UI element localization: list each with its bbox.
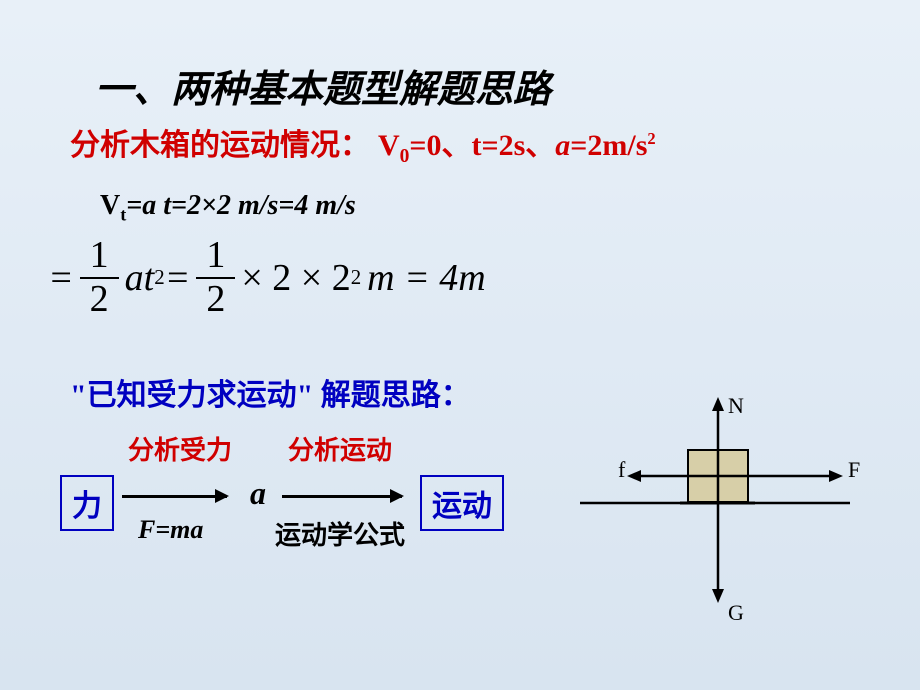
kinematics-label: 运动学公式 xyxy=(275,515,405,552)
label-f: f xyxy=(618,457,625,483)
flow-diagram: 力 分析受力 F=ma a 分析运动 运动学公式 运动 xyxy=(60,420,560,570)
fma-label: F=ma xyxy=(138,515,203,545)
v0-val: =0 xyxy=(409,129,441,162)
den1: 2 xyxy=(80,279,119,321)
vt-equation: Vt=a t=2×2 m/s=4 m/s xyxy=(100,190,356,226)
num1: 1 xyxy=(80,235,119,279)
a-symbol: a xyxy=(250,475,266,512)
fraction-1: 1 2 xyxy=(80,235,119,321)
den2: 2 xyxy=(196,279,235,321)
section-title: 一、两种基本题型解题思路 xyxy=(95,58,551,113)
vt-rest: t=2×2 m/s=4 m/s xyxy=(156,190,356,221)
eq1: = xyxy=(48,256,74,300)
motion-box: 运动 xyxy=(420,475,504,531)
at: at xyxy=(125,256,155,300)
label-G: G xyxy=(728,600,744,626)
a-text: =2m/s xyxy=(570,129,647,162)
label-N: N xyxy=(728,393,744,419)
analyze-force-label: 分析受力 xyxy=(128,430,232,467)
analyze-motion-label: 分析运动 xyxy=(288,430,392,467)
arrow-1 xyxy=(122,495,227,498)
arrow-2 xyxy=(282,495,402,498)
initial-conditions: V0=0、t=2s、a=2m/s2 xyxy=(378,120,656,168)
label-F: F xyxy=(848,457,860,483)
num2: 1 xyxy=(196,235,235,279)
analysis-subtitle: 分析木箱的运动情况： xyxy=(70,120,370,164)
v0-sub: 0 xyxy=(400,146,410,167)
vt-eq-a: =a xyxy=(126,190,156,221)
v0-var: V xyxy=(378,129,400,162)
fma-text: F=ma xyxy=(138,515,203,544)
m-eq: m = 4m xyxy=(367,256,486,300)
a-sup: 2 xyxy=(647,129,655,148)
eq2: = xyxy=(165,256,191,300)
force-diagram: N G F f xyxy=(580,395,880,645)
force-box: 力 xyxy=(60,475,114,531)
exp2: 2 xyxy=(351,265,361,290)
a-var: a xyxy=(555,129,570,162)
displacement-formula: = 1 2 at2 = 1 2 × 2 × 22 m = 4m xyxy=(48,235,486,321)
solution-heading: "已知受力求运动" 解题思路： xyxy=(70,370,471,414)
exp1: 2 xyxy=(154,265,164,290)
t-text: 、t=2s、 xyxy=(442,129,556,162)
fraction-2: 1 2 xyxy=(196,235,235,321)
vt-v: V xyxy=(100,190,120,221)
mul: × 2 × 2 xyxy=(241,256,350,300)
